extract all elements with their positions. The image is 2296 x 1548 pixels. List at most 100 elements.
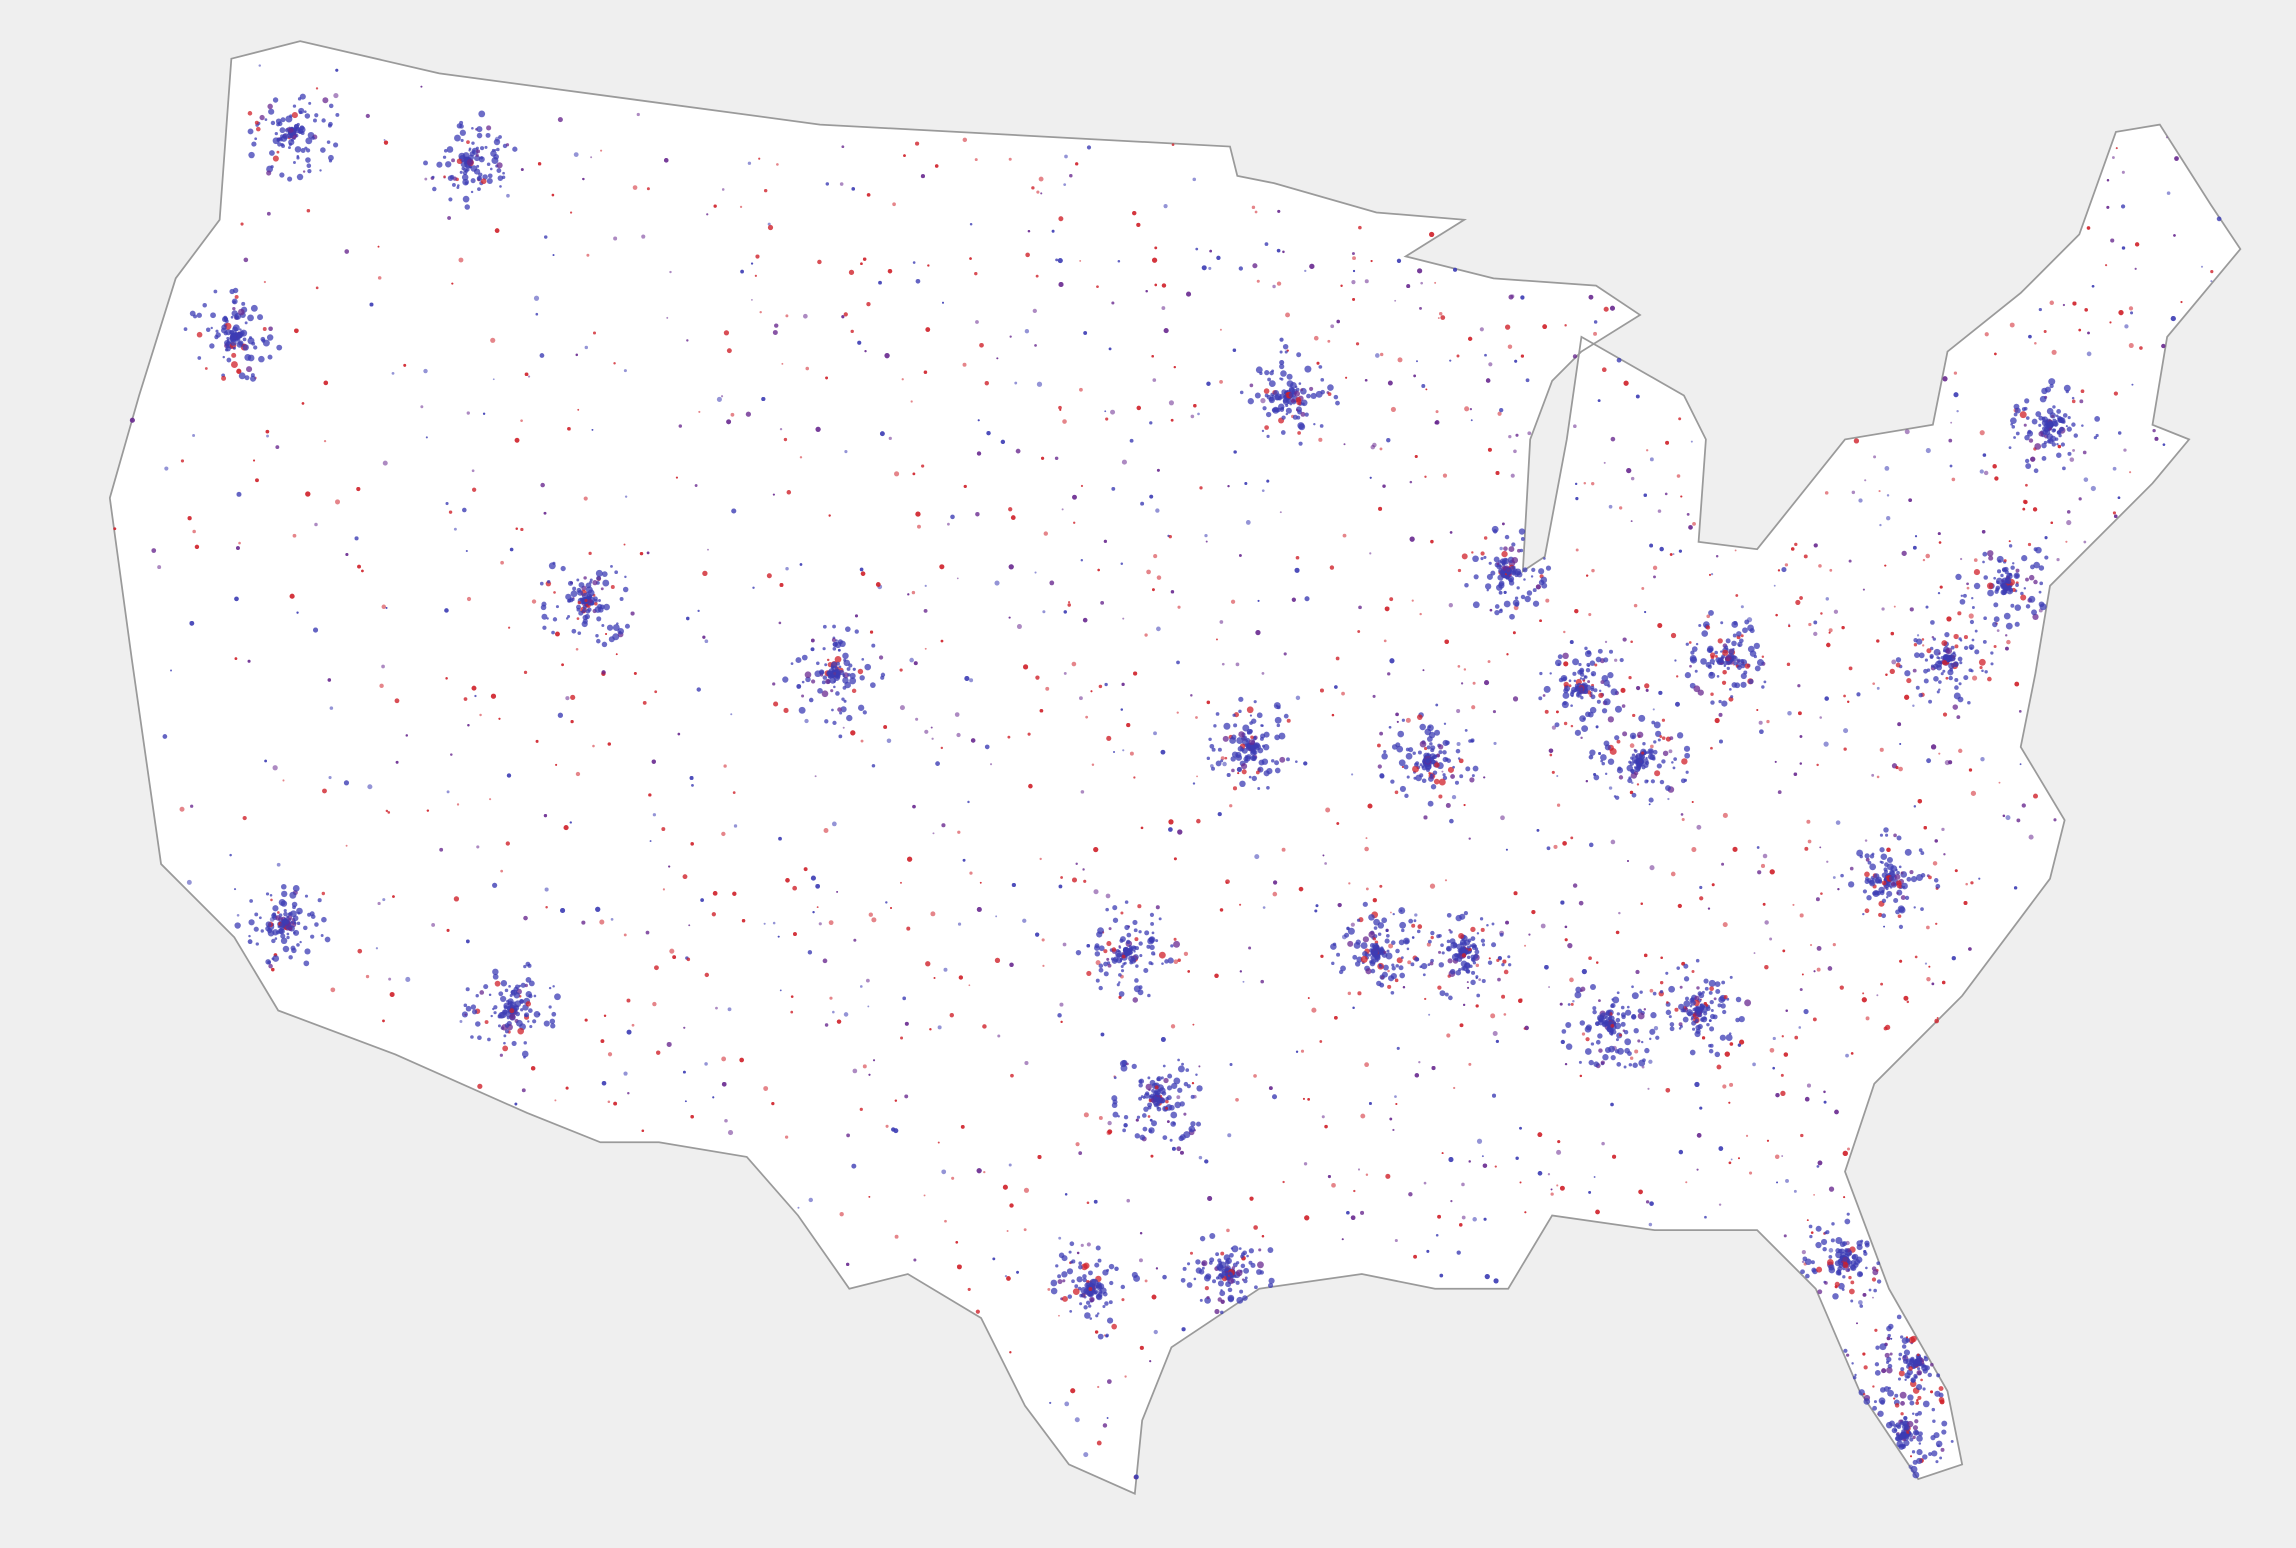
dot: [2128, 343, 2134, 349]
dot: [1979, 469, 1984, 474]
dot: [1341, 1238, 1344, 1241]
dot: [1705, 625, 1711, 630]
dot: [915, 717, 919, 721]
dot: [721, 188, 725, 191]
dot: [1614, 658, 1618, 662]
dot: [1408, 1192, 1413, 1197]
dot: [2072, 448, 2076, 452]
dot: [189, 620, 195, 626]
dot: [555, 763, 558, 766]
dot: [1990, 651, 1994, 655]
dot: [1199, 486, 1203, 490]
dot: [2034, 341, 2037, 345]
dot: [727, 1130, 734, 1136]
dot: [733, 824, 738, 828]
dot: [1176, 711, 1179, 714]
dot: [1681, 818, 1685, 822]
dot: [1369, 552, 1372, 555]
dot: [151, 548, 157, 553]
dot: [1851, 490, 1856, 495]
dot: [1327, 1174, 1331, 1179]
dot: [1309, 386, 1314, 391]
dot: [994, 580, 1000, 586]
dot: [1397, 357, 1403, 363]
dot: [826, 658, 830, 662]
dot: [2025, 463, 2032, 470]
dot: [923, 1194, 926, 1197]
dot: [1396, 1046, 1400, 1050]
dot: [1542, 324, 1548, 330]
dot: [1441, 1152, 1444, 1155]
dot: [1456, 1250, 1461, 1255]
dot: [560, 907, 566, 913]
dot: [1953, 657, 1956, 660]
dot: [1512, 599, 1520, 607]
dot: [1054, 456, 1059, 461]
dot: [2113, 391, 2118, 396]
dot: [686, 616, 690, 621]
dot: [426, 809, 430, 812]
dot: [1105, 1333, 1109, 1338]
dot: [1083, 1452, 1089, 1458]
dot: [1509, 613, 1515, 620]
dot: [1165, 1106, 1169, 1110]
dot: [1285, 412, 1289, 416]
dot: [1717, 638, 1723, 644]
dot: [854, 614, 858, 618]
dot: [1495, 1039, 1499, 1043]
dot: [1630, 520, 1633, 523]
dot: [1884, 564, 1887, 567]
dot: [1803, 1008, 1809, 1015]
dot: [1536, 828, 1540, 832]
dot: [1268, 380, 1276, 388]
dot: [1395, 1103, 1398, 1106]
dot: [828, 920, 834, 926]
dot: [543, 813, 548, 818]
dot: [1364, 279, 1369, 284]
dot: [785, 314, 789, 318]
dot: [1378, 506, 1383, 511]
dot: [686, 957, 691, 962]
dot: [1524, 595, 1531, 603]
dot: [1031, 186, 1035, 190]
dot: [1085, 715, 1089, 719]
dot: [1914, 955, 1918, 959]
dot: [1890, 631, 1895, 636]
dot: [772, 493, 775, 496]
dot: [2165, 136, 2168, 139]
dot: [1757, 659, 1765, 667]
dot: [1294, 567, 1300, 573]
dot: [537, 162, 542, 166]
dot: [702, 570, 708, 577]
dot: [1957, 696, 1964, 703]
dot: [1593, 1176, 1596, 1178]
dot: [1249, 714, 1252, 717]
dot: [1864, 479, 1867, 482]
dot: [591, 429, 594, 431]
dot: [1538, 568, 1545, 575]
dot: [1871, 773, 1875, 777]
dot: [940, 746, 943, 750]
dot: [1272, 284, 1276, 289]
dot: [1190, 414, 1195, 419]
dot: [1608, 786, 1613, 790]
dot: [1109, 1280, 1114, 1286]
dot: [1476, 1138, 1483, 1144]
dot: [479, 713, 482, 717]
dot: [1036, 381, 1043, 387]
dot: [1173, 365, 1176, 369]
dot: [282, 779, 285, 782]
dot: [2052, 428, 2057, 432]
dot: [1343, 443, 1346, 446]
dot: [1502, 522, 1505, 526]
dot: [807, 950, 813, 955]
dot: [1321, 1115, 1325, 1119]
dot: [1715, 988, 1721, 994]
dot: [1704, 986, 1709, 991]
dot: [1409, 536, 1415, 542]
dot: [1111, 487, 1116, 491]
dot: [1858, 498, 1863, 503]
dot: [613, 1101, 618, 1106]
dot: [1783, 1234, 1787, 1238]
dot: [1742, 627, 1748, 634]
